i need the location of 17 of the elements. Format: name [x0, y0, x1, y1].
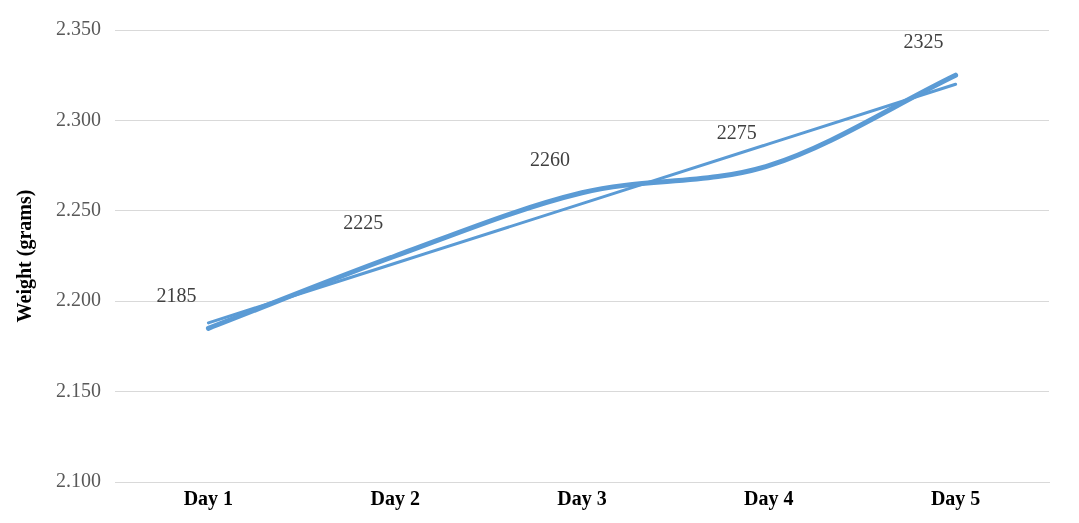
x-tick-label: Day 5 — [930, 487, 981, 511]
data-label: 2325 — [903, 30, 944, 53]
x-tick-label: Day 4 — [744, 487, 794, 511]
y-tick-label: 2.150 — [56, 378, 101, 401]
data-label: 2225 — [343, 211, 384, 234]
data-label: 2260 — [530, 147, 570, 170]
y-axis-title: Weight (grams) — [13, 189, 37, 323]
data-label: 2185 — [156, 283, 197, 306]
y-tick-label: 2.250 — [56, 198, 101, 221]
x-tick-label: Day 2 — [370, 487, 420, 511]
x-tick-label: Day 1 — [183, 487, 234, 511]
x-tick-label: Day 3 — [557, 487, 607, 511]
data-label: 2275 — [716, 120, 757, 143]
y-tick-label: 2.300 — [56, 107, 101, 130]
y-tick-label: 2.200 — [56, 288, 101, 311]
y-tick-label: 2.350 — [56, 17, 101, 40]
y-tick-label: 2.100 — [56, 469, 101, 492]
